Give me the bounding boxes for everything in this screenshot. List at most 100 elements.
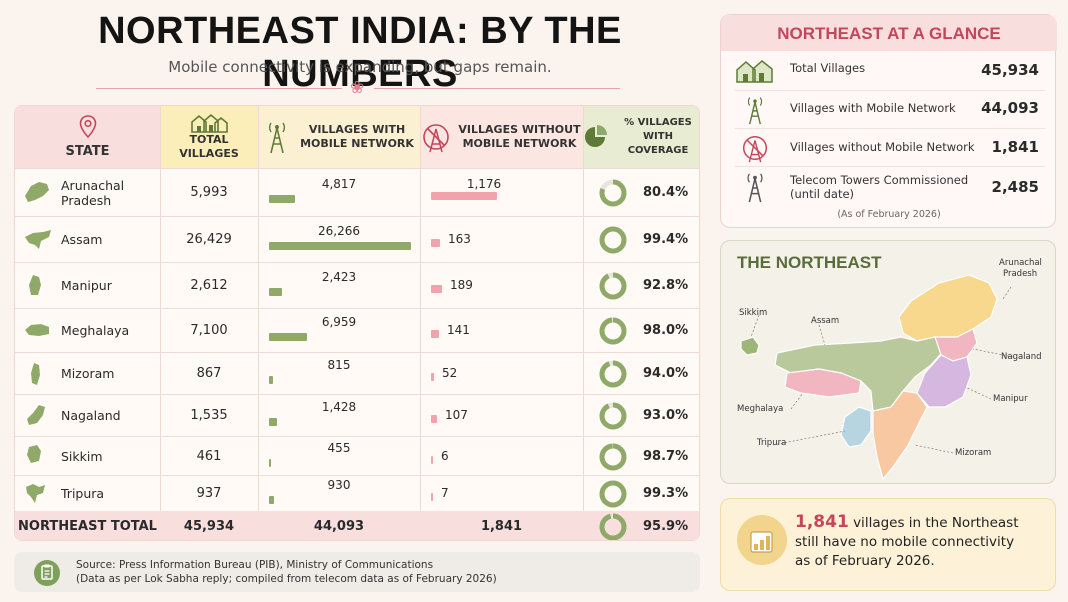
total-label: NORTHEAST TOTAL (18, 519, 157, 534)
coverage-donut (599, 226, 627, 254)
coverage-pct: 99.3% (643, 486, 689, 501)
state-name: Manipur (61, 278, 112, 293)
total-pct: 95.9% (643, 519, 689, 534)
coverage-pct: 98.0% (643, 323, 689, 338)
state-name: Tripura (61, 486, 105, 501)
table-row: Assam 26,429 26,266 163 99.4% (15, 216, 699, 262)
header-bg-with (258, 106, 420, 168)
map-region-mizoram (872, 390, 928, 481)
tower-icon (269, 122, 286, 154)
state-shape-icon (25, 229, 51, 249)
map-region-sikkim (740, 336, 760, 356)
state-shape-icon (26, 483, 45, 503)
source-note: Source: Press Information Bureau (PIB), … (14, 552, 700, 592)
total-coverage-donut (599, 513, 627, 540)
glance-item-with-network: Villages with Mobile Network 44,093 (735, 91, 1045, 129)
state-cell: Tripura (15, 476, 160, 511)
coverage-pct: 98.7% (643, 449, 689, 464)
map-region-arunachal (898, 274, 998, 342)
header-without-line1: VILLAGES WITHOUT (458, 123, 581, 136)
col-separator (583, 106, 584, 540)
data-table: STATE TOTAL VILLAGES VILLAGES WITH MOBILE… (14, 105, 700, 541)
state-name: Mizoram (61, 366, 115, 381)
callout-line3: as of February 2026. (795, 553, 935, 569)
glance-label-line2: (until date) (790, 187, 855, 201)
coverage-donut (599, 360, 627, 388)
without-network-bar (431, 493, 433, 501)
callout-line2: still have no mobile connectivity (795, 534, 1015, 550)
glance-item-without-network: Villages without Mobile Network 1,841 (735, 129, 1045, 167)
tower-blocked-icon (742, 135, 768, 163)
map-label-tripura: Tripura (756, 438, 786, 448)
with-network-value: 930 (327, 478, 351, 492)
table-row: Nagaland 1,535 1,428 107 93.0% (15, 394, 699, 436)
state-cell: Assam (15, 217, 160, 262)
state-shape-icon (27, 445, 41, 463)
without-network-value: 7 (441, 486, 449, 500)
header-total-line1: TOTAL (189, 133, 229, 146)
with-network-value: 815 (327, 358, 351, 372)
total-villages-cell: 7,100 (190, 323, 228, 338)
page-title: NORTHEAST INDIA: BY THE NUMBERS (98, 10, 622, 95)
map-label-manipur: Manipur (993, 394, 1028, 404)
header-without: VILLAGES WITHOUT MOBILE NETWORK (420, 106, 583, 168)
map-label-meghalaya: Meghalaya (737, 404, 783, 414)
map-label-assam: Assam (811, 316, 839, 326)
table-row: Sikkim 461 455 6 98.7% (15, 436, 699, 475)
total-villages-cell: 1,535 (190, 408, 228, 423)
state-shape-icon (29, 274, 41, 295)
glance-label: Villages without Mobile Network (790, 140, 975, 154)
with-network-bar (269, 496, 274, 504)
coverage-donut (599, 272, 627, 300)
tower-blocked-icon (423, 124, 450, 153)
glance-value: 44,093 (981, 99, 1039, 117)
without-network-value: 163 (448, 232, 471, 246)
state-cell: Mizoram (15, 353, 160, 394)
state-name: Arunachal Pradesh (61, 177, 125, 208)
northeast-map: Arunachal Pradesh Sikkim Assam Nagaland … (737, 258, 1042, 481)
state-shape-icon (25, 181, 49, 202)
state-name: Assam (61, 232, 103, 247)
coverage-pct: 92.8% (643, 278, 689, 293)
without-network-bar (431, 415, 437, 423)
page-subtitle: Mobile connectivity is expanding, but ga… (168, 58, 552, 76)
state-name: Meghalaya (61, 323, 130, 338)
total-without: 1,841 (480, 519, 523, 534)
glance-value: 45,934 (981, 61, 1039, 79)
header-state: STATE (15, 106, 160, 168)
clipboard-icon (34, 560, 60, 586)
houses-icon (736, 60, 773, 83)
state-name: Nagaland (61, 408, 121, 423)
total-villages-cell: 26,429 (186, 232, 232, 247)
coverage-donut (599, 480, 627, 508)
source-line2: (Data as per Lok Sabha reply; compiled f… (76, 573, 497, 585)
callout-line1: villages in the Northeast (848, 515, 1019, 531)
map-label-sikkim: Sikkim (739, 308, 767, 318)
callout-number: 1,841 (795, 512, 849, 532)
without-network-bar (431, 192, 497, 200)
without-network-value: 189 (450, 278, 473, 292)
glance-label: Total Villages (790, 61, 866, 75)
header-total: TOTAL VILLAGES (160, 106, 258, 168)
state-cell: Manipur (15, 263, 160, 308)
coverage-donut (599, 317, 627, 345)
flower-icon: ❀ (350, 78, 365, 98)
with-network-bar (269, 333, 307, 341)
with-network-bar (269, 195, 295, 203)
header-total-line2: VILLAGES (179, 147, 239, 160)
glance-title: NORTHEAST AT A GLANCE (721, 15, 1057, 51)
glance-as-of: (As of February 2026) (837, 209, 941, 220)
with-network-value: 4,817 (321, 177, 357, 191)
glance-item-total-villages: Total Villages 45,934 (735, 53, 1045, 91)
map-label-arunachal-line2: Pradesh (1003, 269, 1037, 279)
without-network-value: 6 (441, 449, 449, 463)
without-network-value: 1,176 (466, 177, 502, 191)
state-shape-icon (27, 404, 45, 425)
state-shape-icon (25, 323, 49, 336)
callout-text: 1,841 villages in the Northeast still ha… (795, 513, 1049, 571)
total-villages-cell: 867 (196, 366, 222, 381)
table-row: Manipur 2,612 2,423 189 92.8% (15, 262, 699, 308)
col-separator (420, 106, 421, 540)
glance-label: Telecom Towers Commissioned (until date) (790, 173, 968, 201)
table-row: Meghalaya 7,100 6,959 141 98.0% (15, 308, 699, 352)
